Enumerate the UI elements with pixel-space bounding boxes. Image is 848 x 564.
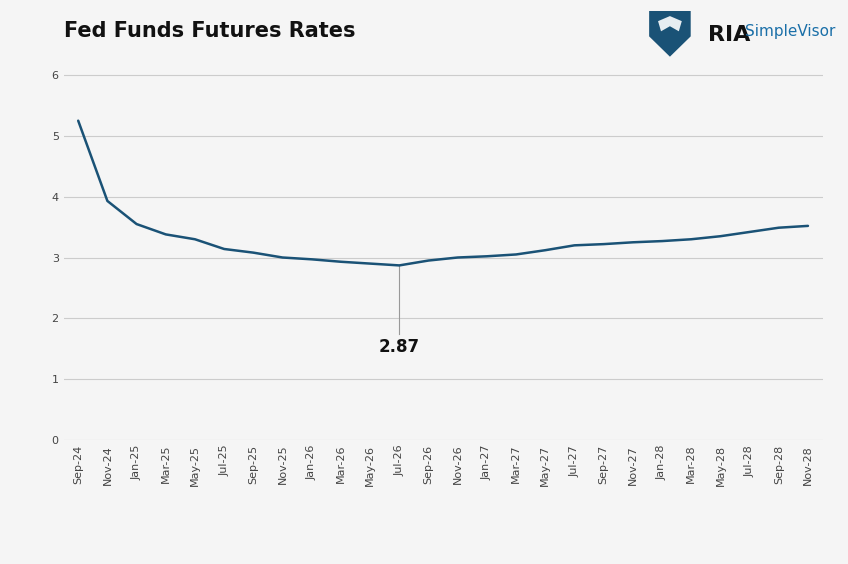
Text: Fed Funds Futures Rates: Fed Funds Futures Rates xyxy=(64,21,355,41)
Text: SimpleVisor: SimpleVisor xyxy=(745,24,835,39)
Text: 2.87: 2.87 xyxy=(379,338,420,356)
PathPatch shape xyxy=(650,11,690,56)
Text: RIA: RIA xyxy=(708,25,750,45)
PathPatch shape xyxy=(658,16,682,32)
